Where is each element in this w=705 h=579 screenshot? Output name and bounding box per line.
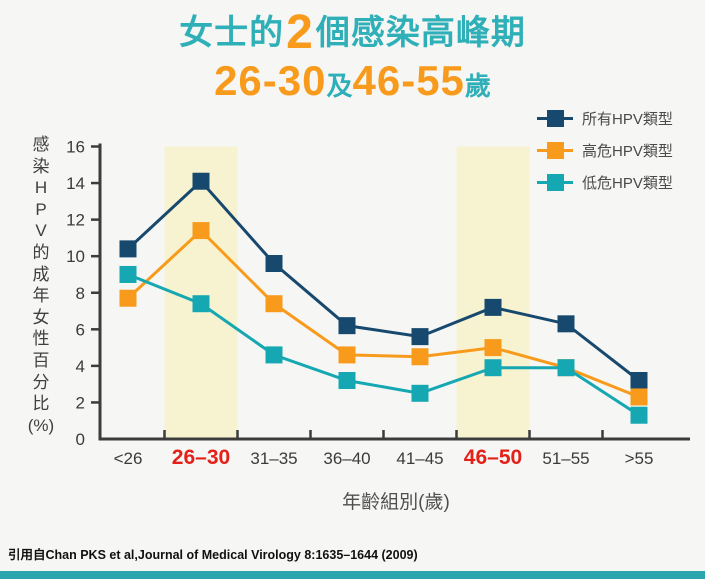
- data-point-series-1: [338, 346, 356, 364]
- y-axis-label-char: P: [35, 199, 47, 219]
- series-line-0: [126, 179, 640, 382]
- data-point-series-0: [119, 240, 137, 258]
- x-category-label: 36–40: [323, 449, 370, 468]
- series-line-2: [127, 273, 640, 417]
- legend: 所有HPV類型 高危HPV類型 低危HPV類型: [537, 110, 673, 206]
- legend-item: 所有HPV類型: [537, 110, 673, 128]
- legend-item: 高危HPV類型: [537, 142, 673, 160]
- data-point-series-2: [119, 265, 137, 283]
- y-tick-label: 12: [66, 211, 85, 230]
- title-range-2: 46-55: [352, 56, 465, 104]
- x-category-label-highlighted: 46–50: [464, 446, 522, 469]
- title-years-suffix: 歲: [464, 70, 491, 101]
- y-tick-label: 4: [76, 357, 85, 376]
- legend-label: 高危HPV類型: [582, 143, 673, 160]
- y-tick-label: 0: [76, 430, 85, 449]
- data-point-series-2: [338, 372, 356, 389]
- citation: 引用自Chan PKS et al,Journal of Medical Vir…: [8, 548, 418, 562]
- data-point-series-0: [630, 372, 648, 389]
- y-axis-label-char: 成: [32, 264, 50, 284]
- data-point-series-2: [192, 295, 210, 313]
- data-point-series-1: [119, 289, 137, 307]
- data-point-series-0: [557, 315, 575, 333]
- data-point-series-2: [484, 359, 502, 377]
- data-point-series-2: [265, 346, 283, 364]
- x-category-label: >55: [625, 449, 654, 468]
- y-axis-label-char: H: [34, 178, 48, 198]
- highlight-band: [456, 146, 530, 439]
- y-axis-label-char: 分: [32, 372, 50, 392]
- data-point-series-0: [192, 172, 210, 190]
- data-point-series-1: [411, 348, 429, 366]
- y-axis-label-char: 女: [32, 307, 50, 327]
- x-axis-label: 年齡組別(歲): [342, 492, 450, 513]
- legend-label: 低危HPV類型: [582, 175, 673, 192]
- x-category-label: 41–45: [396, 449, 443, 468]
- data-point-series-1: [192, 222, 210, 240]
- legend-item: 低危HPV類型: [537, 174, 673, 192]
- y-axis-label: 感染 H P V 的成年女性百分比 (%): [18, 134, 64, 436]
- data-point-series-0: [265, 255, 283, 272]
- title-range-1: 26-30: [214, 56, 327, 104]
- y-tick-label: 8: [76, 284, 85, 303]
- x-category-label: <26: [114, 449, 143, 468]
- data-point-series-2: [557, 359, 575, 377]
- y-axis-label-char: 染: [32, 156, 50, 176]
- x-category-label: 51–55: [542, 449, 589, 468]
- title-line2: 26-30及46-55歲: [0, 57, 705, 104]
- data-point-series-0: [484, 298, 502, 316]
- title-line1-number: 2: [286, 6, 314, 59]
- chart-title: 女士的2個感染高峰期 26-30及46-55歲: [0, 6, 705, 104]
- y-axis-label-char: (%): [27, 415, 55, 435]
- x-category-label-highlighted: 26–30: [172, 446, 230, 469]
- legend-label: 所有HPV類型: [582, 111, 673, 128]
- y-axis-label-char: 比: [32, 394, 50, 414]
- legend-marker-line: [537, 142, 573, 159]
- legend-marker-line: [537, 174, 573, 191]
- y-axis-label-char: 感: [32, 135, 50, 154]
- data-point-series-1: [484, 339, 502, 357]
- data-point-series-0: [338, 317, 356, 335]
- y-tick-label: 14: [66, 174, 85, 193]
- y-axis-label-char: V: [35, 221, 47, 241]
- y-tick-label: 16: [66, 138, 85, 157]
- footer-bar: [0, 571, 705, 579]
- series-line-1: [126, 228, 640, 399]
- legend-marker-square: [547, 174, 564, 191]
- data-point-series-1: [630, 388, 648, 406]
- y-axis-label-char: 百: [32, 350, 50, 370]
- y-axis-label-char: 的: [32, 242, 50, 262]
- y-tick-label: 6: [76, 320, 85, 339]
- legend-marker-square: [547, 142, 564, 159]
- title-line1-suffix: 個感染高峰期: [315, 14, 526, 52]
- x-category-label: 31–35: [250, 449, 297, 468]
- title-line1-prefix: 女士的: [179, 14, 285, 52]
- y-tick-label: 2: [76, 393, 85, 412]
- data-point-series-1: [265, 295, 283, 313]
- title-line1: 女士的2個感染高峰期: [0, 6, 705, 60]
- y-axis-label-char: 年: [32, 286, 50, 306]
- data-point-series-0: [411, 328, 429, 346]
- legend-marker-line: [537, 110, 573, 127]
- title-and: 及: [326, 70, 353, 101]
- y-axis-label-char: 性: [32, 329, 50, 349]
- y-tick-label: 10: [66, 247, 85, 266]
- data-point-series-2: [411, 384, 429, 402]
- data-point-series-2: [630, 406, 648, 424]
- legend-marker-square: [547, 110, 564, 127]
